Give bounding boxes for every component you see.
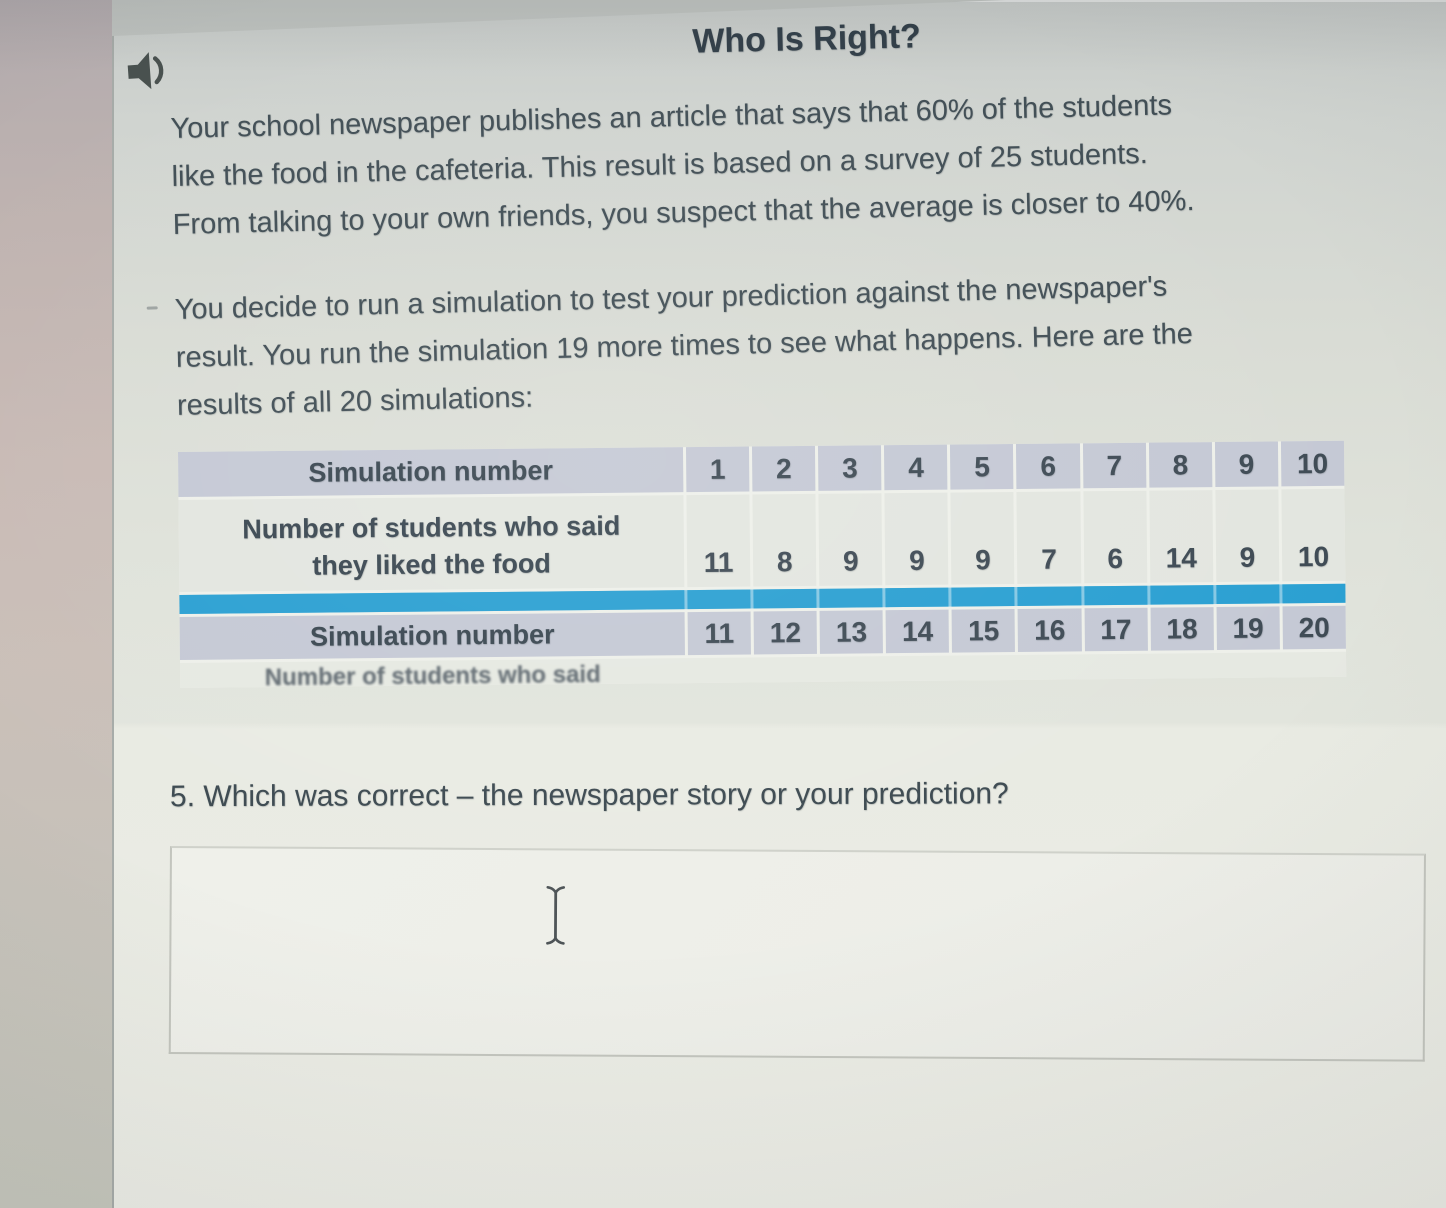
page-title: Who Is Right? — [691, 17, 922, 61]
table-cell: 7 — [1082, 442, 1147, 489]
audio-button[interactable] — [114, 40, 176, 102]
simulation-results-table: Simulation number 1 2 3 4 5 6 7 8 9 10 N… — [178, 440, 1347, 688]
table-cell: 6 — [1083, 490, 1147, 584]
table-cell: 20 — [1282, 605, 1346, 650]
intro-paragraph: Your school newspaper publishes an artic… — [170, 75, 1446, 249]
table-cell: 14 — [885, 609, 950, 654]
table-cell: 3 — [818, 445, 882, 491]
table-row-label: Simulation number — [178, 447, 684, 497]
worksheet-page: Who Is Right? Your school newspaper publ… — [112, 0, 1446, 1208]
question-5-text: 5. Which was correct – the newspaper sto… — [169, 777, 1009, 814]
table-cell: 2 — [752, 445, 816, 492]
table-cell: 7 — [1016, 491, 1081, 584]
simulation-paragraph: You decide to run a simulation to test y… — [174, 256, 1446, 430]
table-cell: 18 — [1150, 607, 1214, 651]
photo-left-margin — [0, 0, 112, 1208]
table-cell: 1 — [685, 446, 750, 493]
intro-section: Who Is Right? Your school newspaper publ… — [168, 0, 1446, 430]
table-cell: 17 — [1084, 607, 1148, 652]
table-cell: 12 — [753, 610, 818, 655]
table-cell: 9 — [950, 491, 1015, 585]
table-cell: 10 — [1280, 440, 1345, 487]
table-cell: 8 — [752, 493, 817, 587]
text-cursor-icon — [546, 886, 566, 945]
table-cell: 16 — [1018, 608, 1082, 652]
table-row-label: Number of students who said they liked t… — [178, 495, 685, 592]
table-cell: 4 — [884, 444, 948, 491]
table-row-label: Number of students who said — [264, 660, 601, 688]
table-cell: 11 — [686, 494, 751, 588]
answer-textbox[interactable] — [168, 846, 1426, 1062]
speaker-icon — [127, 52, 164, 90]
table-cell: 13 — [819, 610, 884, 654]
table-cell: 19 — [1216, 606, 1280, 651]
table-cell: 9 — [818, 493, 883, 586]
table-cell: 6 — [1016, 443, 1080, 489]
table-cell: 9 — [1214, 441, 1279, 488]
table-cell: 10 — [1281, 488, 1346, 582]
table-cell: 14 — [1149, 490, 1214, 583]
table-cell: 9 — [884, 492, 949, 586]
table-row-label: Simulation number — [179, 612, 685, 660]
table-cell: 15 — [951, 608, 1016, 653]
table-cell: 9 — [1215, 489, 1280, 583]
table-cell: 11 — [687, 611, 752, 656]
table-cell: 8 — [1148, 442, 1213, 488]
table-cell: 5 — [950, 443, 1014, 490]
